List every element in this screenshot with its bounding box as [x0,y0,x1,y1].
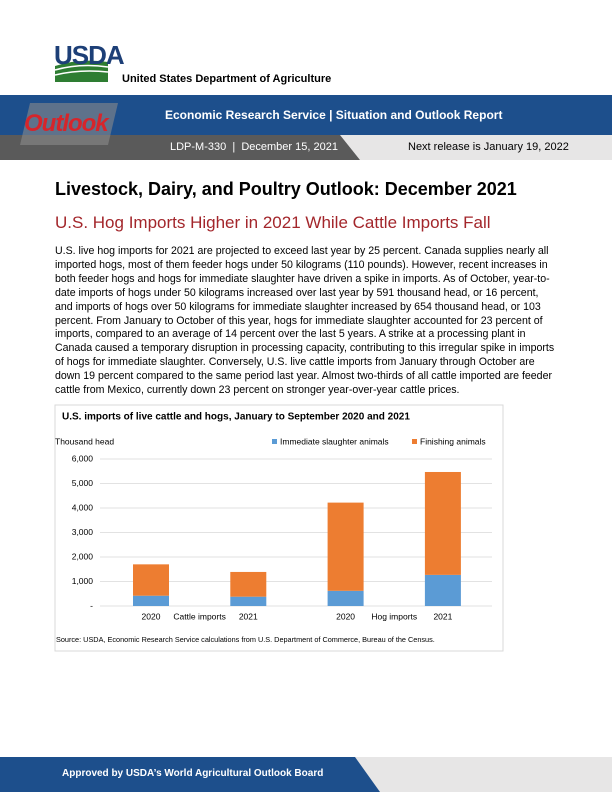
bar-segment [327,502,364,591]
x-group-label: Hog imports [371,611,417,621]
chart-source: Source: USDA, Economic Research Service … [56,635,435,644]
footer-band-blue [0,757,380,792]
legend-swatch [412,439,417,444]
legend-label: Immediate slaughter animals [280,436,389,446]
y-tick-label: 6,000 [72,453,94,463]
agency-name: United States Department of Agriculture [122,73,332,85]
chart-title: U.S. imports of live cattle and hogs, Ja… [62,412,410,423]
legend-label: Finishing animals [420,436,486,446]
report-id: LDP-M-330 | December 15, 2021 [170,141,338,153]
y-tick-label: 5,000 [72,478,94,488]
bar-segment [230,596,267,606]
body-text: U.S. live hog imports for 2021 are proje… [55,245,555,397]
bar-segment [424,574,461,606]
y-tick-label: - [90,600,93,610]
y-tick-label: 3,000 [72,527,94,537]
y-axis-label: Thousand head [55,436,114,446]
outlook-logo: Outlook [24,110,109,137]
bar-segment [424,471,461,575]
x-tick-label: 2021 [239,611,258,621]
legend-swatch [272,439,277,444]
usda-logo-text: USDA [54,40,125,70]
y-tick-label: 4,000 [72,502,94,512]
next-release: Next release is January 19, 2022 [408,141,569,153]
y-tick-label: 2,000 [72,551,94,561]
title: Livestock, Dairy, and Poultry Outlook: D… [55,179,517,199]
chart: U.S. imports of live cattle and hogs, Ja… [55,412,492,644]
bar-segment [327,590,364,606]
bar-segment [133,564,169,596]
x-tick-label: 2021 [433,611,452,621]
x-tick-label: 2020 [142,611,161,621]
banner-text: Economic Research Service | Situation an… [165,108,503,122]
y-tick-label: 1,000 [72,576,94,586]
logo-line [54,64,109,71]
x-group-label: Cattle imports [173,611,225,621]
subtitle: U.S. Hog Imports Higher in 2021 While Ca… [55,213,491,232]
footer-text: Approved by USDA’s World Agricultural Ou… [62,768,324,779]
logo-line [54,70,109,76]
bar-segment [230,571,267,597]
x-tick-label: 2020 [336,611,355,621]
chart-frame [54,404,504,652]
bar-segment [133,595,169,606]
outlook-logo-bg [20,103,118,145]
